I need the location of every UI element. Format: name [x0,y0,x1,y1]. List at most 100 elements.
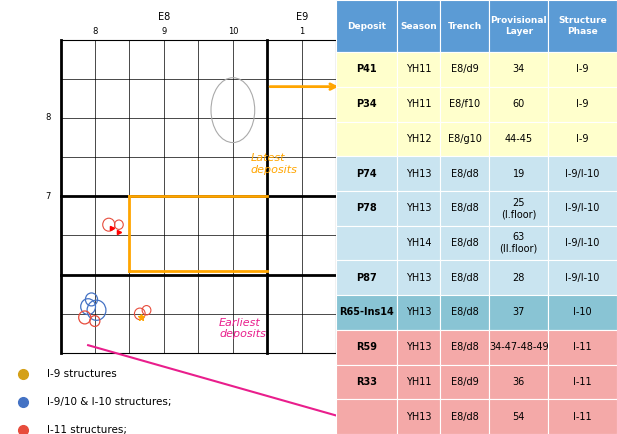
Bar [440,156,489,191]
Bar [440,122,489,156]
Bar [397,156,440,191]
Text: 37: 37 [513,307,525,318]
Bar [489,87,549,122]
Text: E8/g10: E8/g10 [448,134,482,144]
Text: Structure
Phase: Structure Phase [558,16,607,36]
Text: 25
(I.floor): 25 (I.floor) [501,197,536,219]
Bar [336,260,397,295]
Text: E8/d8: E8/d8 [451,307,479,318]
Bar [397,399,440,434]
Text: I-11 structures;: I-11 structures; [46,424,126,434]
Bar [440,399,489,434]
Text: I-10: I-10 [573,307,592,318]
Bar [336,122,397,156]
Text: Season: Season [400,22,437,30]
Text: I-9: I-9 [576,99,589,109]
Bar [489,0,549,52]
Bar [440,295,489,330]
Bar [336,87,397,122]
Text: I-9/I-10: I-9/I-10 [565,203,600,214]
Bar [489,122,549,156]
Text: I-9/I-10: I-9/I-10 [565,238,600,248]
Text: Earliest
deposits: Earliest deposits [219,318,266,339]
Bar [336,52,397,87]
Bar [549,365,617,399]
Text: 44-45: 44-45 [505,134,533,144]
Text: 7: 7 [45,192,51,201]
Bar [397,365,440,399]
Bar [489,295,549,330]
Text: I-9/10 & I-10 structures;: I-9/10 & I-10 structures; [46,397,171,407]
Text: E8/d8: E8/d8 [451,168,479,179]
Bar [397,260,440,295]
Bar [489,226,549,260]
Text: P34: P34 [356,99,377,109]
Text: 34-47-48-49: 34-47-48-49 [489,342,549,352]
Text: E8/d9: E8/d9 [451,64,479,75]
Bar [397,191,440,226]
Bar [336,330,397,365]
Bar [397,295,440,330]
Bar [489,191,549,226]
Bar [549,156,617,191]
Bar [336,226,397,260]
Bar [489,156,549,191]
Text: R59: R59 [356,342,377,352]
Bar [549,295,617,330]
Bar [549,122,617,156]
Bar [397,0,440,52]
Text: 60: 60 [513,99,525,109]
Text: I-11: I-11 [573,377,592,387]
Bar [489,399,549,434]
Bar [549,52,617,87]
Text: I-11: I-11 [573,342,592,352]
Bar [549,226,617,260]
Text: E8/d8: E8/d8 [451,273,479,283]
Text: Deposit: Deposit [347,22,386,30]
Bar [440,260,489,295]
Text: E8/d9: E8/d9 [451,377,479,387]
Text: Trench: Trench [447,22,482,30]
Bar [549,260,617,295]
Text: R33: R33 [356,377,377,387]
Bar [397,52,440,87]
Text: P41: P41 [356,64,377,75]
Bar [440,87,489,122]
Bar [440,226,489,260]
Bar [397,122,440,156]
Text: 54: 54 [513,411,525,422]
Bar [336,0,397,52]
Bar [397,330,440,365]
Text: I-9 structures: I-9 structures [46,368,116,378]
Bar [336,191,397,226]
Text: 19: 19 [513,168,525,179]
Text: P74: P74 [356,168,377,179]
Text: 63
(II.floor): 63 (II.floor) [500,232,538,254]
Text: 34: 34 [513,64,525,75]
Bar [440,0,489,52]
Text: YH12: YH12 [405,134,431,144]
Bar [440,365,489,399]
Bar [489,52,549,87]
Text: I-11: I-11 [573,411,592,422]
Text: 8: 8 [45,113,51,122]
Text: YH11: YH11 [405,64,431,75]
Bar [549,87,617,122]
Bar [489,260,549,295]
Bar [440,52,489,87]
Text: 28: 28 [513,273,525,283]
Text: P78: P78 [356,203,377,214]
Text: I-9: I-9 [576,64,589,75]
Text: I-9/I-10: I-9/I-10 [565,168,600,179]
Text: I-9: I-9 [576,134,589,144]
Text: E8/d8: E8/d8 [451,238,479,248]
Text: YH14: YH14 [405,238,431,248]
Text: YH13: YH13 [405,273,431,283]
Text: YH13: YH13 [405,168,431,179]
Text: P87: P87 [356,273,377,283]
Bar [397,87,440,122]
Text: 1: 1 [299,27,304,36]
Text: YH13: YH13 [405,342,431,352]
Text: 8: 8 [93,27,97,36]
Text: YH11: YH11 [405,99,431,109]
